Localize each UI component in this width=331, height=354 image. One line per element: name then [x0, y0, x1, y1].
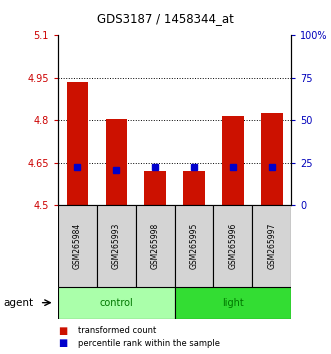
Text: transformed count: transformed count — [78, 326, 156, 336]
Bar — [252, 205, 291, 287]
Bar — [97, 205, 136, 287]
Text: GSM265995: GSM265995 — [190, 223, 199, 269]
Text: GSM265996: GSM265996 — [228, 223, 237, 269]
Bar — [175, 287, 291, 319]
Text: ■: ■ — [58, 338, 67, 348]
Text: GSM265998: GSM265998 — [151, 223, 160, 269]
Bar — [183, 171, 205, 205]
Text: GDS3187 / 1458344_at: GDS3187 / 1458344_at — [97, 12, 234, 25]
Bar — [67, 82, 88, 205]
Text: light: light — [222, 298, 244, 308]
Bar — [175, 205, 213, 287]
Bar — [213, 205, 252, 287]
Bar — [136, 205, 174, 287]
Bar — [261, 113, 283, 205]
Text: ■: ■ — [58, 326, 67, 336]
Text: agent: agent — [3, 298, 33, 308]
Bar — [58, 287, 175, 319]
Bar — [222, 116, 244, 205]
Bar — [144, 171, 166, 205]
Text: percentile rank within the sample: percentile rank within the sample — [78, 339, 220, 348]
Bar — [106, 119, 127, 205]
Text: GSM265984: GSM265984 — [73, 223, 82, 269]
Text: GSM265997: GSM265997 — [267, 223, 276, 269]
Bar — [58, 205, 97, 287]
Text: GSM265993: GSM265993 — [112, 223, 121, 269]
Text: control: control — [99, 298, 133, 308]
